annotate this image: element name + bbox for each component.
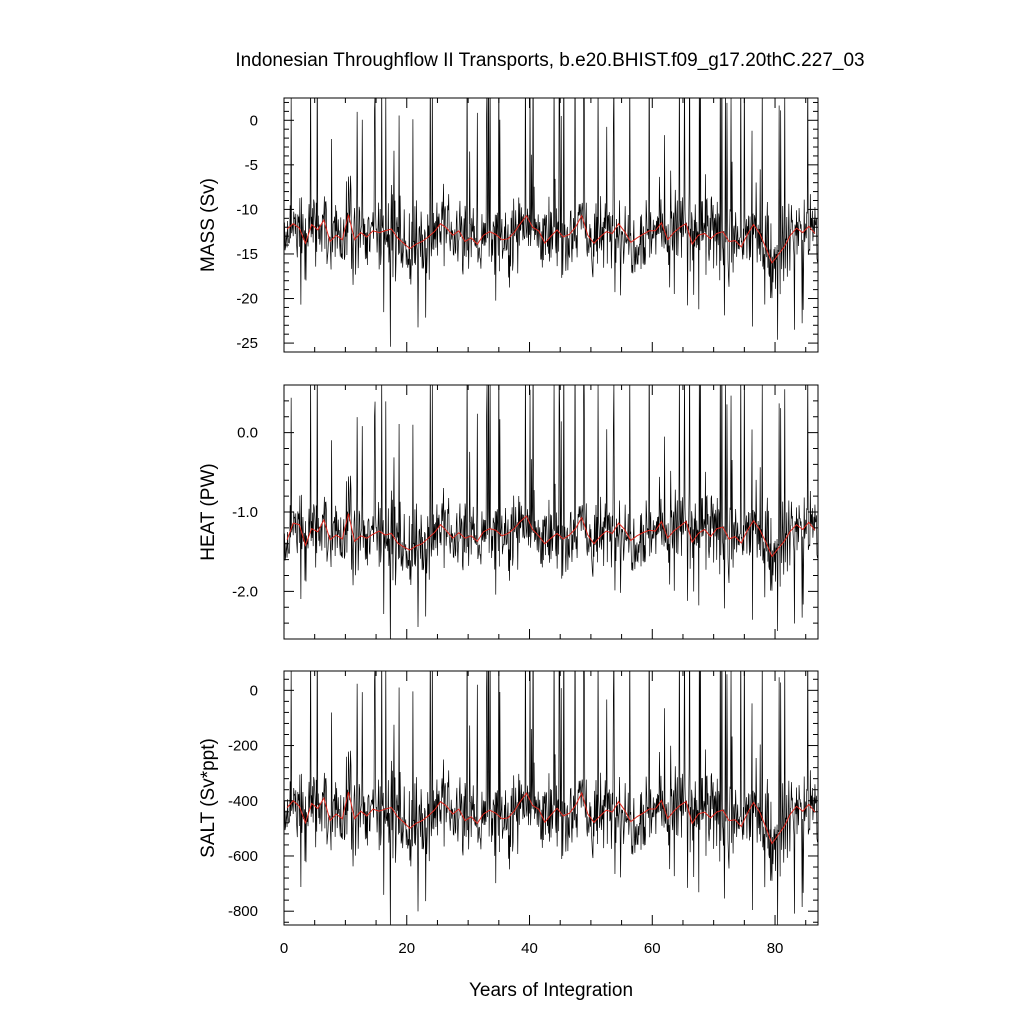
x-tick-label: 40 <box>521 940 538 957</box>
y-tick-label: -200 <box>228 738 258 755</box>
y-tick-label: -800 <box>228 903 258 920</box>
x-tick-label: 0 <box>280 940 288 957</box>
y-axis-title-mass: MASS (Sv) <box>198 178 219 272</box>
panel-salt: 0 20 40 60 80 0 -200 -400 -600 -800 SALT (Sv*ppt) <box>198 670 819 957</box>
y-tick-label: -15 <box>236 246 258 263</box>
y-tick-label: 0 <box>250 682 258 699</box>
panel-heat-frame <box>283 384 819 640</box>
y-tick-label: 0 <box>250 112 258 129</box>
series-monthly-mass <box>284 98 818 347</box>
y-tick-label: -20 <box>236 291 258 308</box>
x-axis-title: Years of Integration <box>469 980 633 1001</box>
y-axis-title-heat: HEAT (PW) <box>198 463 219 560</box>
y-tick-label: -2.0 <box>232 583 258 600</box>
series-monthly-salt <box>284 671 818 925</box>
series-annual-mean-heat <box>286 513 816 558</box>
panel-heat: 0.0 -1.0 -2.0 HEAT (PW) <box>198 384 819 640</box>
y-tick-label: -1.0 <box>232 504 258 521</box>
y-tick-label: -5 <box>245 157 258 174</box>
y-tick-label: 0.0 <box>237 425 258 442</box>
panel-salt-frame <box>283 670 819 926</box>
y-axis-title-salt: SALT (Sv*ppt) <box>198 738 219 858</box>
panels: 0 -5 -10 -15 -20 -25 MASS (Sv) 0.0 -1.0 -2.0 HEAT … <box>198 97 819 957</box>
x-tick-label: 20 <box>398 940 415 957</box>
x-tick-label: 60 <box>644 940 661 957</box>
series-monthly-heat <box>284 385 818 639</box>
series-annual-mean-salt <box>286 791 816 845</box>
y-tick-label: -10 <box>236 201 258 218</box>
y-tick-label: -400 <box>228 793 258 810</box>
chart-title: Indonesian Throughflow II Transports, b.… <box>235 50 864 71</box>
x-tick-label: 80 <box>767 940 784 957</box>
y-tick-label: -600 <box>228 848 258 865</box>
panel-mass-frame <box>283 97 819 353</box>
series-annual-mean-mass <box>286 214 816 264</box>
y-tick-label: -25 <box>236 335 258 352</box>
panel-mass: 0 -5 -10 -15 -20 -25 MASS (Sv) <box>198 97 819 353</box>
